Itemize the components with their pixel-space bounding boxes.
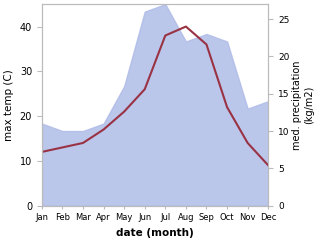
Y-axis label: max temp (C): max temp (C) bbox=[4, 69, 14, 141]
X-axis label: date (month): date (month) bbox=[116, 228, 194, 238]
Y-axis label: med. precipitation
(kg/m2): med. precipitation (kg/m2) bbox=[292, 60, 314, 150]
